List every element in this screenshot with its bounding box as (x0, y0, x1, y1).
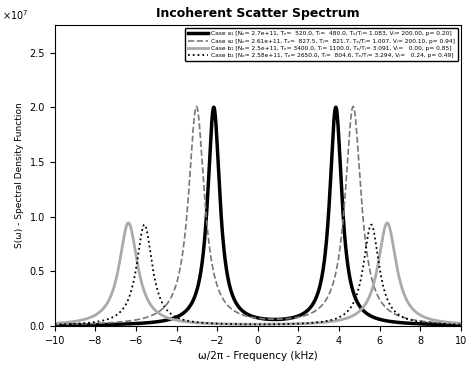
Legend: Case a₁ [Nₑ= 2.7e+11, Tₑ=  520.0, Tᵢ=  480.0, Tₑ/Tᵢ= 1.083, Vᵢ= 200.00, p= 0.20]: Case a₁ [Nₑ= 2.7e+11, Tₑ= 520.0, Tᵢ= 480… (185, 28, 458, 61)
X-axis label: ω/2π - Frequency (kHz): ω/2π - Frequency (kHz) (198, 351, 318, 361)
Title: Incoherent Scatter Spectrum: Incoherent Scatter Spectrum (156, 7, 360, 20)
Y-axis label: S(ω) - Spectral Density Function: S(ω) - Spectral Density Function (15, 103, 24, 248)
Text: $\times 10^7$: $\times 10^7$ (2, 8, 28, 22)
